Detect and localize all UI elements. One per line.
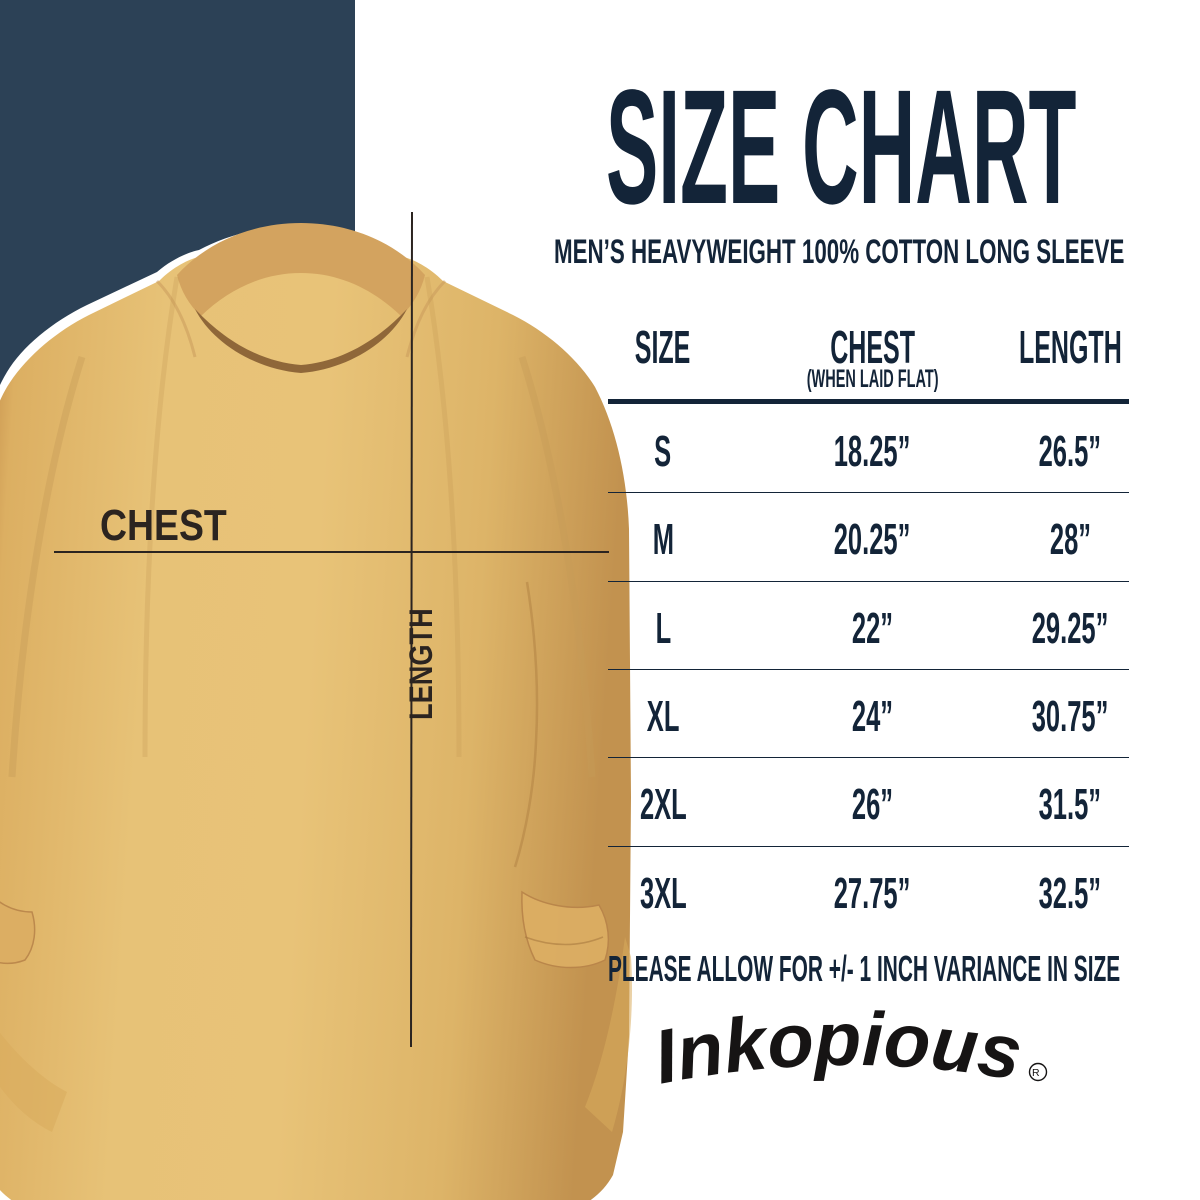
svg-text:R: R — [1032, 1067, 1040, 1079]
svg-text:Inkopious: Inkopious — [655, 1000, 1028, 1101]
